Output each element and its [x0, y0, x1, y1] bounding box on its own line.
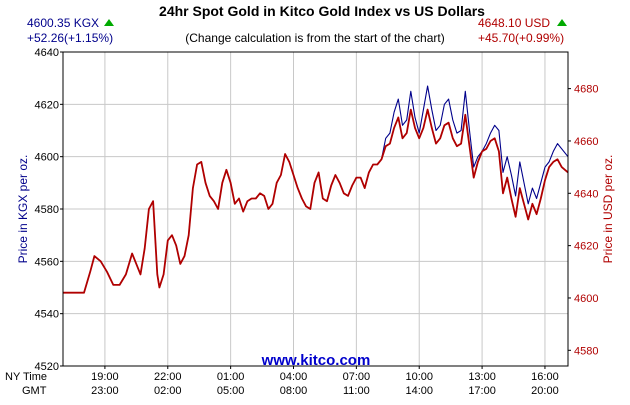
right-up-arrow-icon: [557, 19, 567, 26]
right-tick-label: 4600: [574, 293, 598, 305]
right-price-readout: 4648.10 USD +45.70(+0.99%): [478, 16, 567, 45]
right-axis: 4580 4600 4620 4640 4660 4680: [568, 84, 598, 357]
gmt-tick-label: 23:00: [91, 385, 119, 397]
ny-time-label: NY Time: [5, 371, 47, 383]
left-tick-label: 4540: [35, 309, 59, 321]
gmt-tick-label: 14:00: [405, 385, 433, 397]
ny-tick-label: 22:00: [154, 371, 182, 383]
left-tick-label: 4560: [35, 256, 59, 268]
ny-tick-label: 19:00: [91, 371, 119, 383]
right-tick-label: 4580: [574, 345, 598, 357]
left-price: 4600.35 KGX: [27, 16, 99, 30]
right-tick-label: 4640: [574, 188, 598, 200]
series-group: [63, 85, 569, 294]
left-change: +52.26(+1.15%): [27, 31, 113, 45]
ny-tick-label: 10:00: [405, 371, 433, 383]
gmt-tick-label: 20:00: [531, 385, 559, 397]
right-tick-label: 4680: [574, 84, 598, 96]
gmt-tick-label: 08:00: [280, 385, 308, 397]
ny-tick-label: 04:00: [280, 371, 308, 383]
watermark-group: www.kitco.com: [261, 352, 371, 369]
gmt-tick-label: 02:00: [154, 385, 182, 397]
left-tick-label: 4520: [35, 361, 59, 373]
left-up-arrow-icon: [104, 19, 114, 26]
left-tick-label: 4600: [35, 152, 59, 164]
gmt-label: GMT: [22, 385, 47, 397]
gmt-tick-label: 17:00: [468, 385, 496, 397]
left-tick-label: 4620: [35, 99, 59, 111]
right-price: 4648.10 USD: [478, 16, 550, 30]
ny-tick-label: 13:00: [468, 371, 496, 383]
gmt-tick-label: 11:00: [343, 385, 370, 397]
gmt-tick-label: 05:00: [217, 385, 245, 397]
left-axis-label: Price in KGX per oz.: [16, 155, 30, 264]
kitco-watermark: www.kitco.com: [261, 352, 371, 369]
left-price-readout: 4600.35 KGX +52.26(+1.15%): [27, 16, 114, 45]
left-axis: 4520 4540 4560 4580 4600 4620 4640: [35, 47, 63, 373]
right-axis-label: Price in USD per oz.: [601, 155, 615, 264]
ny-tick-label: 07:00: [343, 371, 371, 383]
ny-tick-label: 16:00: [531, 371, 559, 383]
ny-tick-label: 01:00: [217, 371, 245, 383]
right-tick-label: 4660: [574, 136, 598, 148]
chart-subtitle: (Change calculation is from the start of…: [185, 31, 444, 45]
right-change: +45.70(+0.99%): [478, 31, 564, 45]
left-tick-label: 4580: [35, 204, 59, 216]
chart-title: 24hr Spot Gold in Kitco Gold Index vs US…: [159, 3, 485, 19]
left-tick-label: 4640: [35, 47, 59, 59]
x-axis: 19:00 23:00 22:00 02:00 01:00 05:00 04:00 08:00…: [91, 366, 559, 397]
series-line-usd: [63, 108, 569, 294]
right-tick-label: 4620: [574, 241, 598, 253]
